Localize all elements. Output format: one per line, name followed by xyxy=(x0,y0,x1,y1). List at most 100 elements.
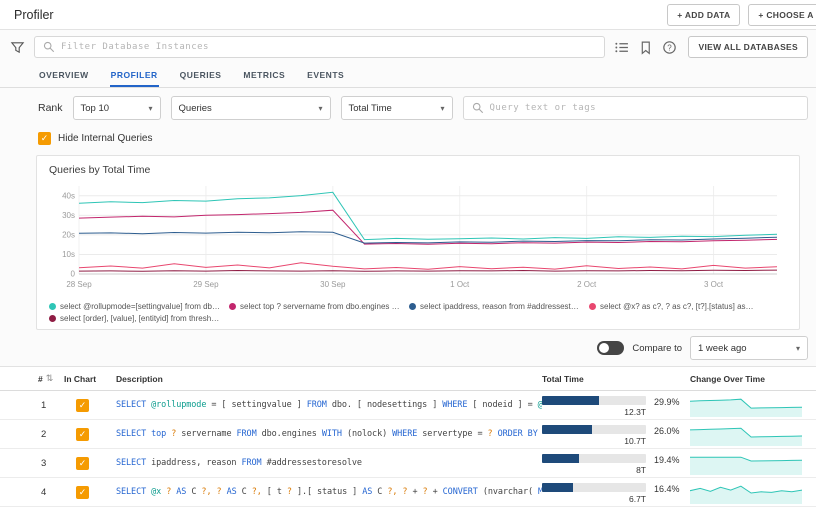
row-number: 3 xyxy=(41,457,47,469)
svg-text:2 Oct: 2 Oct xyxy=(577,280,597,289)
filter-funnel-icon[interactable] xyxy=(10,40,25,55)
query-description[interactable]: SELECT @rollupmode = [ settingvalue ] FR… xyxy=(116,400,542,410)
svg-text:30 Sep: 30 Sep xyxy=(320,280,346,289)
choose-plan-button[interactable]: + CHOOSE A PLA xyxy=(748,4,816,26)
compare-label: Compare to xyxy=(632,342,682,354)
svg-text:29 Sep: 29 Sep xyxy=(193,280,219,289)
table-row: 1 ✓ SELECT @rollupmode = [ settingvalue ] … xyxy=(0,391,816,420)
query-search-input[interactable] xyxy=(489,103,799,113)
total-time-value: 12.3T xyxy=(624,407,646,417)
table-header: # ⇅ In Chart Description Total Time Chan… xyxy=(0,367,816,391)
chart-legend: select @rollupmode=[settingvalue] from d… xyxy=(49,302,787,323)
tabs: OVERVIEW PROFILER QUERIES METRICS EVENTS xyxy=(0,63,816,88)
rank-select-1[interactable]: Queries ▾ xyxy=(170,96,331,120)
svg-text:1 Oct: 1 Oct xyxy=(450,280,470,289)
queries-chart-svg: 28 Sep 29 Sep 30 Sep 1 Oct 2 Oct 3 Oct 0 10s 20s… xyxy=(62,186,778,289)
tab-queries[interactable]: QUERIES xyxy=(179,70,222,80)
legend-item[interactable]: select @rollupmode=[settingvalue] from d… xyxy=(49,302,221,311)
change-sparkline xyxy=(690,398,802,417)
query-description[interactable]: SELECT top ? servername FROM dbo.engines… xyxy=(116,429,538,439)
hide-internal-row: ✓ Hide Internal Queries xyxy=(0,120,816,145)
database-search[interactable] xyxy=(34,36,606,58)
in-chart-checkbox[interactable]: ✓ xyxy=(76,485,89,499)
total-time-bar xyxy=(542,396,646,405)
legend-label: select @rollupmode=[settingvalue] from d… xyxy=(60,302,221,311)
rank-row: Rank Top 10 ▾ Queries ▾ Total Time ▾ xyxy=(0,88,816,120)
svg-text:30s: 30s xyxy=(62,211,75,220)
svg-text:3 Oct: 3 Oct xyxy=(704,280,724,289)
view-all-databases-button[interactable]: VIEW ALL DATABASES xyxy=(688,36,808,58)
rank-selects: Top 10 ▾ Queries ▾ Total Time ▾ xyxy=(72,96,453,120)
table-body: 1 ✓ SELECT @rollupmode = [ settingvalue ] … xyxy=(0,391,816,510)
legend-item[interactable]: select top ? servername from dbo.engines… xyxy=(229,302,401,311)
filter-row: ? VIEW ALL DATABASES xyxy=(0,30,816,63)
compare-period-select[interactable]: 1 week ago ▾ xyxy=(690,336,808,360)
header-total-time: Total Time xyxy=(542,373,584,384)
topbar: Profiler + ADD DATA + CHOOSE A PLA xyxy=(0,0,816,30)
total-time-value: 8T xyxy=(636,465,646,475)
legend-item[interactable]: select [order], [value], [entityid] from… xyxy=(49,314,221,323)
tab-metrics[interactable]: METRICS xyxy=(243,70,286,80)
change-sparkline xyxy=(690,456,802,475)
bookmark-icon[interactable] xyxy=(638,40,653,55)
total-time-bar xyxy=(542,483,646,492)
in-chart-checkbox[interactable]: ✓ xyxy=(76,427,89,441)
table-row: 4 ✓ SELECT @x ? AS C ?, ? AS C ?, [ t ? ].… xyxy=(0,478,816,507)
list-view-icon[interactable] xyxy=(614,40,629,55)
toggle-knob xyxy=(599,343,610,353)
sort-icon[interactable]: ⇅ xyxy=(45,373,54,383)
header-num: # ⇅ xyxy=(38,373,64,384)
hide-internal-checkbox[interactable]: ✓ xyxy=(38,132,51,145)
svg-text:40s: 40s xyxy=(62,191,75,200)
legend-label: select ipaddress, reason from #addresses… xyxy=(420,302,581,311)
select-value: Total Time xyxy=(348,102,392,114)
tab-overview[interactable]: OVERVIEW xyxy=(39,70,89,80)
legend-dot-icon xyxy=(49,303,56,310)
svg-text:20s: 20s xyxy=(62,230,75,239)
svg-text:28 Sep: 28 Sep xyxy=(66,280,92,289)
help-icon[interactable]: ? xyxy=(662,40,677,55)
total-time-value: 6.7T xyxy=(628,494,646,504)
query-description[interactable]: SELECT @x ? AS C ?, ? AS C ?, [ t ? ].[ … xyxy=(116,487,542,497)
topbar-actions: + ADD DATA + CHOOSE A PLA xyxy=(667,4,816,26)
rank-select-0[interactable]: Top 10 ▾ xyxy=(72,96,161,120)
rank-label: Rank xyxy=(38,102,63,114)
header-in-chart: In Chart xyxy=(64,373,97,384)
query-description[interactable]: SELECT ipaddress, reason FROM #addresses… xyxy=(116,458,362,468)
header-change: Change Over Time xyxy=(690,373,765,384)
svg-text:0: 0 xyxy=(71,270,76,279)
total-time-percent: 26.0% xyxy=(654,426,680,436)
select-value: Queries xyxy=(178,102,212,114)
header-description: Description xyxy=(116,373,163,384)
tab-profiler[interactable]: PROFILER xyxy=(109,63,159,87)
queries-table: # ⇅ In Chart Description Total Time Chan… xyxy=(0,366,816,510)
in-chart-checkbox[interactable]: ✓ xyxy=(76,456,89,470)
table-row: 2 ✓ SELECT top ? servername FROM dbo.engin… xyxy=(0,420,816,449)
svg-text:?: ? xyxy=(668,43,673,52)
change-sparkline xyxy=(690,427,802,446)
compare-row: Compare to 1 week ago ▾ xyxy=(0,330,816,366)
total-time-value: 10.7T xyxy=(624,436,646,446)
total-time-bar xyxy=(542,454,646,463)
legend-item[interactable]: select ipaddress, reason from #addresses… xyxy=(409,302,581,311)
chevron-down-icon: ▾ xyxy=(795,343,800,353)
legend-dot-icon xyxy=(589,303,596,310)
legend-dot-icon xyxy=(49,315,56,322)
legend-item[interactable]: select @x? as c?, ? as c?, [t?].[status]… xyxy=(589,302,761,311)
row-number: 2 xyxy=(41,428,47,440)
rank-select-2[interactable]: Total Time ▾ xyxy=(340,96,453,120)
query-search[interactable] xyxy=(462,96,808,120)
tab-events[interactable]: EVENTS xyxy=(307,70,345,80)
in-chart-checkbox[interactable]: ✓ xyxy=(76,398,89,412)
database-search-input[interactable] xyxy=(61,42,597,52)
search-icon xyxy=(43,41,55,53)
add-data-button[interactable]: + ADD DATA xyxy=(667,4,741,26)
chevron-down-icon: ▾ xyxy=(440,103,445,113)
select-value: Top 10 xyxy=(80,102,110,114)
compare-toggle[interactable] xyxy=(597,341,625,355)
legend-dot-icon xyxy=(409,303,416,310)
chart-title: Queries by Total Time xyxy=(49,164,151,176)
legend-dot-icon xyxy=(229,303,236,310)
table-row: 5✓SELECT [ order ], [ value ], [ entityi… xyxy=(0,507,816,510)
